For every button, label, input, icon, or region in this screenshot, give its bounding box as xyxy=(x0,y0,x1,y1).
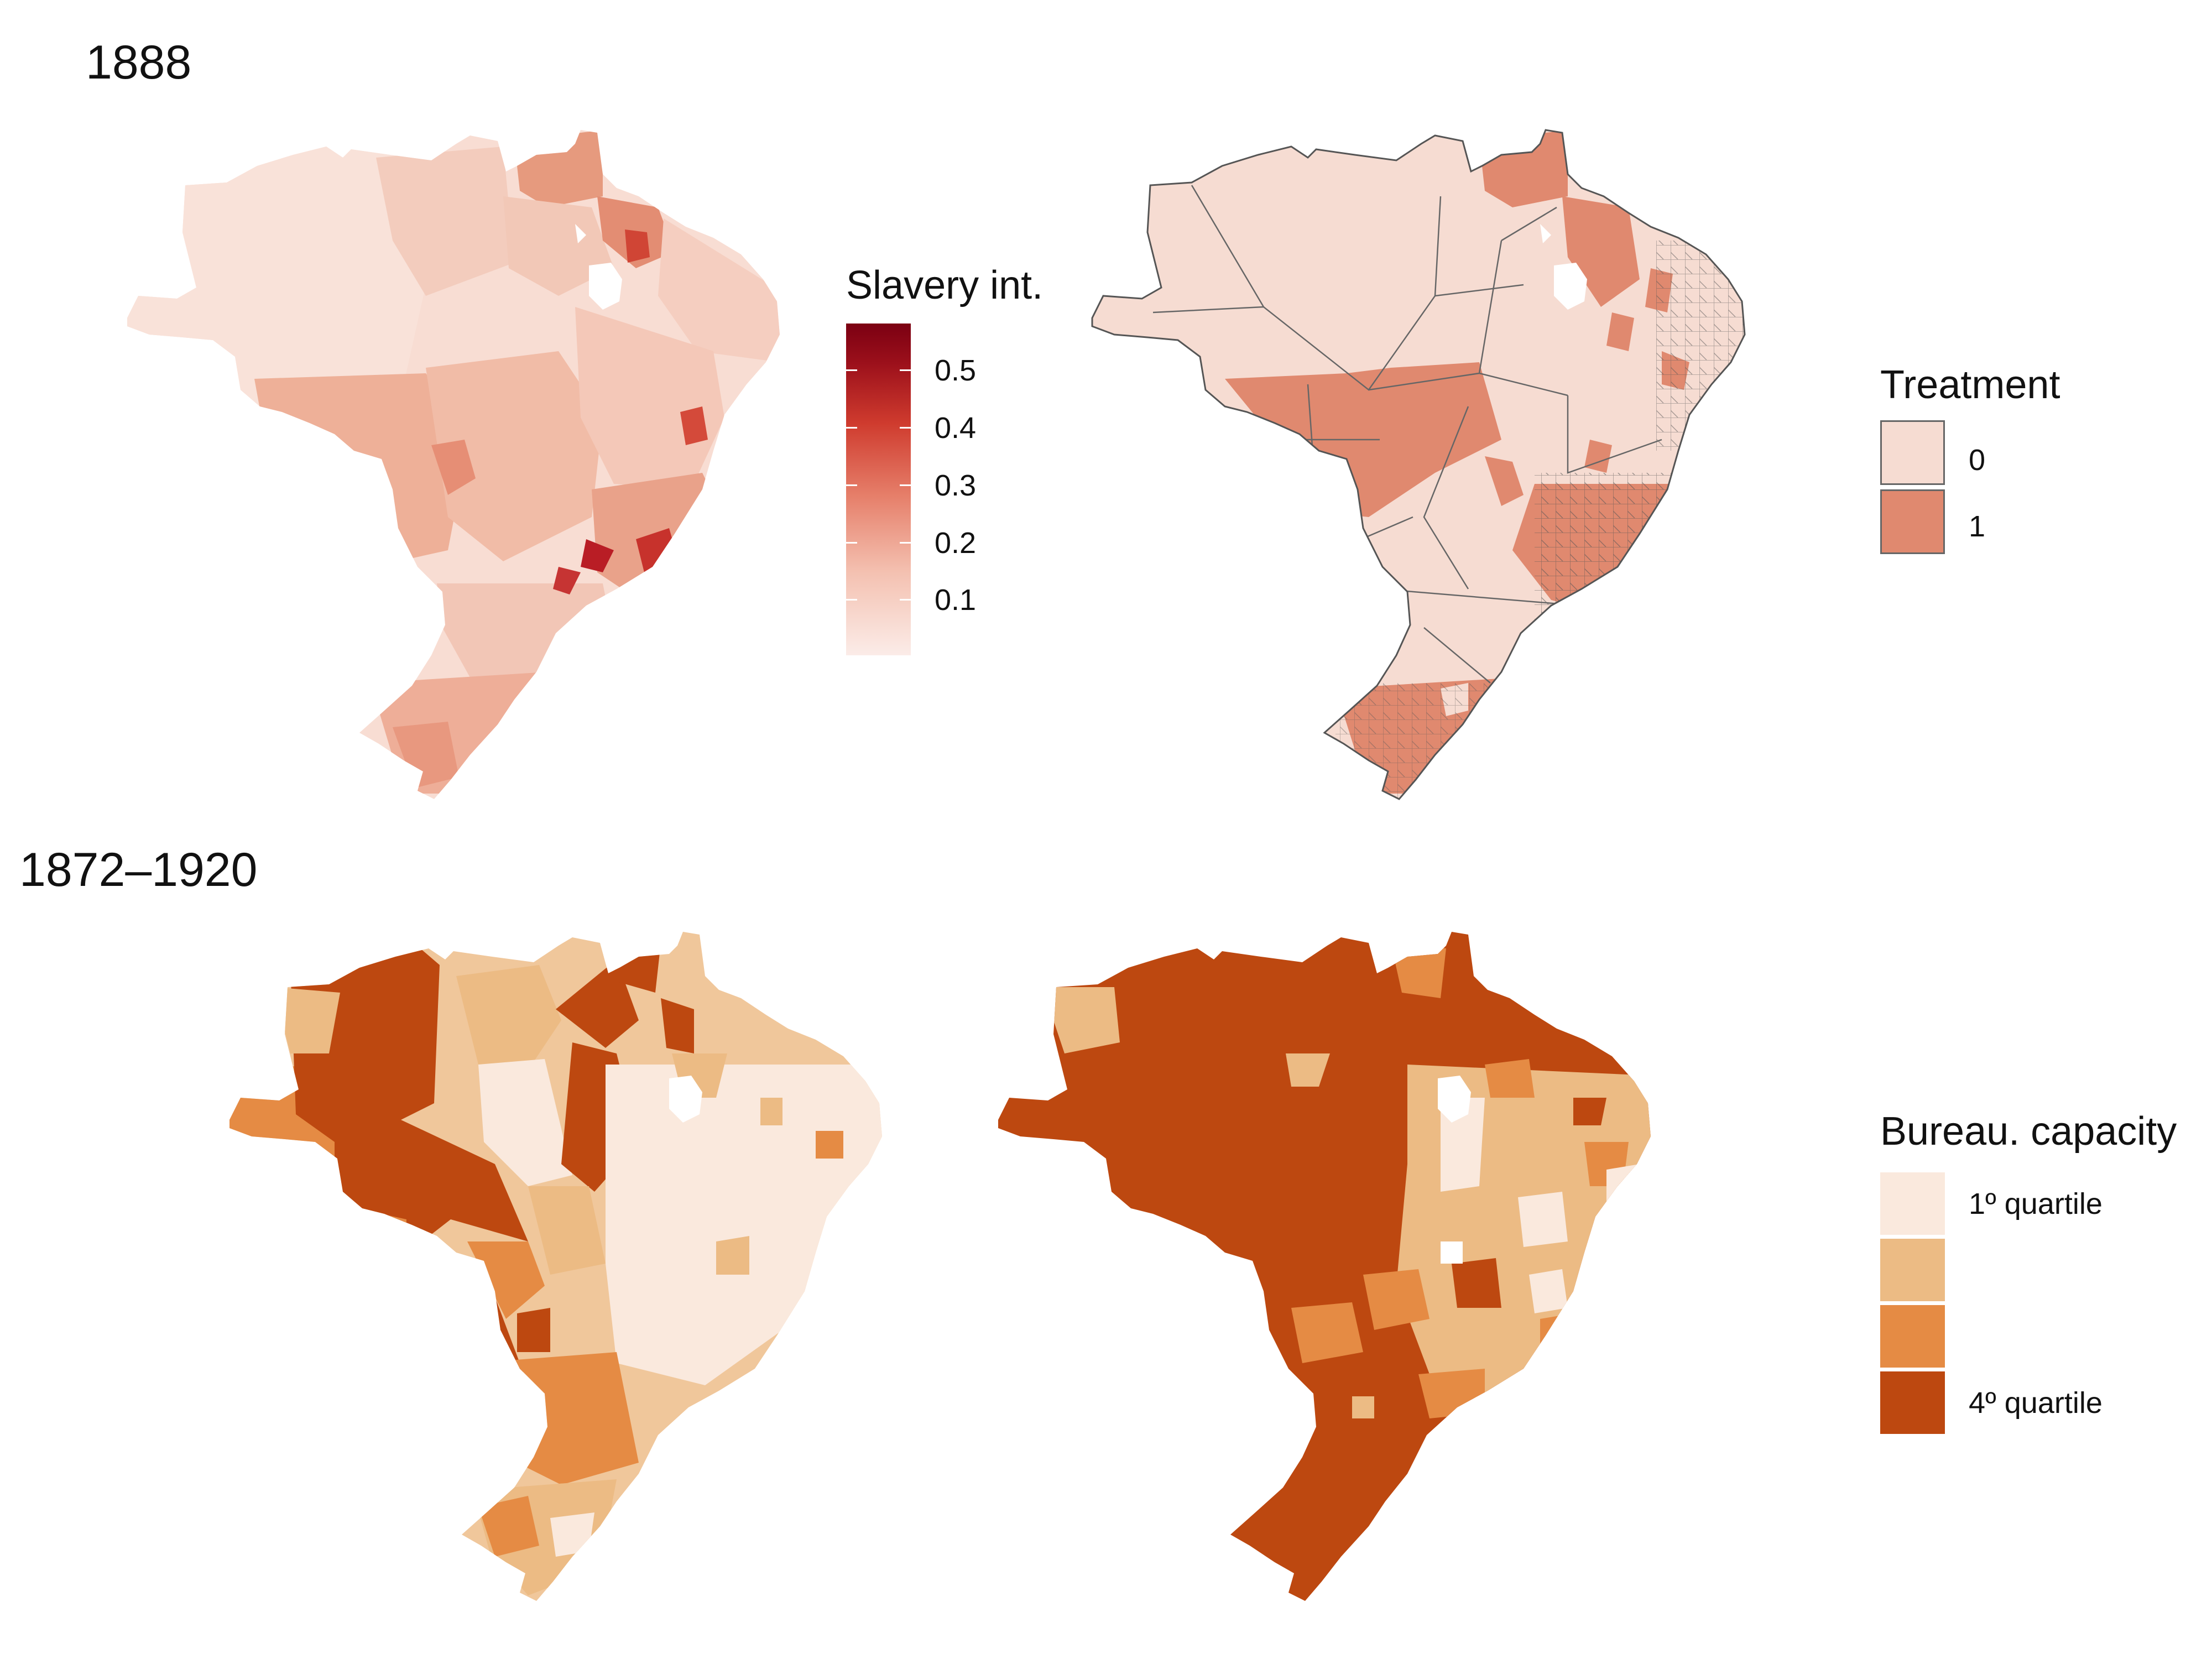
colorbar-tick-label: 0.5 xyxy=(935,354,977,387)
legend-capacity-swatch-1 xyxy=(1880,1172,1945,1235)
legend-treatment-label-0: 0 xyxy=(1969,444,1986,477)
colorbar-tick-mark xyxy=(846,369,911,371)
map-slavery-intensity xyxy=(127,130,780,799)
colorbar-tick-label: 0.2 xyxy=(935,526,977,560)
colorbar-tick-mark xyxy=(846,484,911,486)
legend-capacity-swatch-3 xyxy=(1880,1305,1945,1368)
legend-capacity-label-4: 4º quartile xyxy=(1969,1386,2103,1420)
colorbar-tick-label: 0.4 xyxy=(935,411,977,445)
legend-capacity-swatch-2 xyxy=(1880,1239,1945,1301)
legend-treatment-title: Treatment xyxy=(1880,363,2060,407)
panel-title-1872-1920: 1872–1920 xyxy=(19,843,258,896)
map-bureau-capacity-right xyxy=(998,932,1651,1601)
legend-slavery-title: Slavery int. xyxy=(846,263,1044,307)
panel-title-1888: 1888 xyxy=(86,36,192,89)
colorbar-tick-mark xyxy=(846,427,911,429)
legend-treatment-swatch-1 xyxy=(1880,489,1945,554)
legend-capacity-title: Bureau. capacity xyxy=(1880,1109,2177,1154)
legend-capacity-swatch-4 xyxy=(1880,1371,1945,1434)
colorbar-tick-mark xyxy=(846,542,911,544)
legend-treatment-swatch-0 xyxy=(1880,420,1945,485)
legend-treatment-label-1: 1 xyxy=(1969,510,1986,543)
colorbar-tick-label: 0.3 xyxy=(935,469,977,502)
map-treatment xyxy=(1091,129,1746,800)
slavery-colorbar xyxy=(846,324,911,655)
colorbar-tick-mark xyxy=(846,599,911,601)
legend-capacity-label-1: 1º quartile xyxy=(1969,1187,2103,1220)
colorbar-tick-label: 0.1 xyxy=(935,583,977,617)
map-bureau-capacity-left xyxy=(229,932,882,1601)
